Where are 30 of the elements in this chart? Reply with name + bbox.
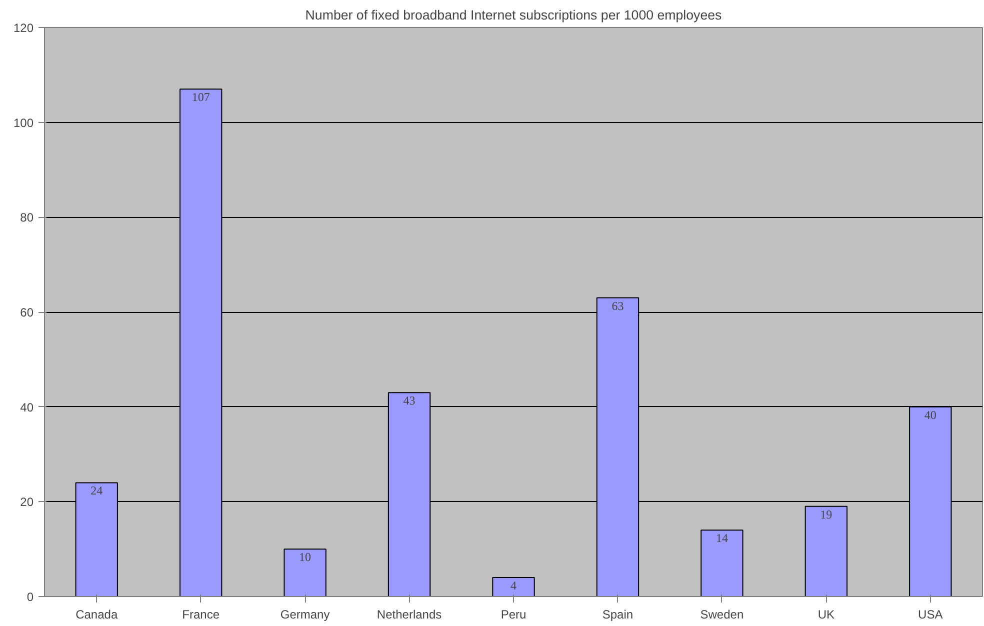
x-tick-label: Peru bbox=[500, 608, 526, 622]
x-tick-label: Spain bbox=[602, 608, 634, 622]
x-tick-label: USA bbox=[918, 608, 943, 622]
y-tick-label: 120 bbox=[13, 21, 34, 35]
y-tick-label: 80 bbox=[20, 210, 34, 225]
data-label: 14 bbox=[716, 531, 728, 546]
x-tick-label: Canada bbox=[76, 608, 118, 622]
y-tick-label: 60 bbox=[20, 306, 34, 320]
y-tick-label: 100 bbox=[13, 116, 34, 130]
data-label: 63 bbox=[612, 298, 624, 313]
x-tick-label: UK bbox=[818, 608, 835, 622]
bar bbox=[804, 506, 848, 596]
data-label: 40 bbox=[924, 408, 936, 422]
data-label: 107 bbox=[192, 90, 210, 104]
x-tick-label: Sweden bbox=[700, 608, 744, 622]
bar bbox=[492, 577, 535, 596]
chart-title: Number of fixed broadband Internet subscriptions per 1000 employees bbox=[305, 8, 722, 22]
data-label: 10 bbox=[299, 550, 312, 564]
x-tick-label: Netherlands bbox=[376, 608, 442, 622]
data-label: 19 bbox=[820, 507, 832, 522]
bar bbox=[700, 530, 744, 596]
bar bbox=[284, 548, 326, 596]
data-label: 4 bbox=[510, 578, 516, 593]
y-tick-label: 20 bbox=[20, 495, 34, 510]
data-label: 24 bbox=[90, 484, 103, 498]
data-label: 43 bbox=[403, 394, 416, 408]
x-tick-label: France bbox=[182, 608, 220, 622]
y-tick-label: 40 bbox=[20, 400, 34, 414]
y-tick-label: 0 bbox=[26, 590, 34, 604]
x-tick-label: Germany bbox=[280, 608, 330, 622]
